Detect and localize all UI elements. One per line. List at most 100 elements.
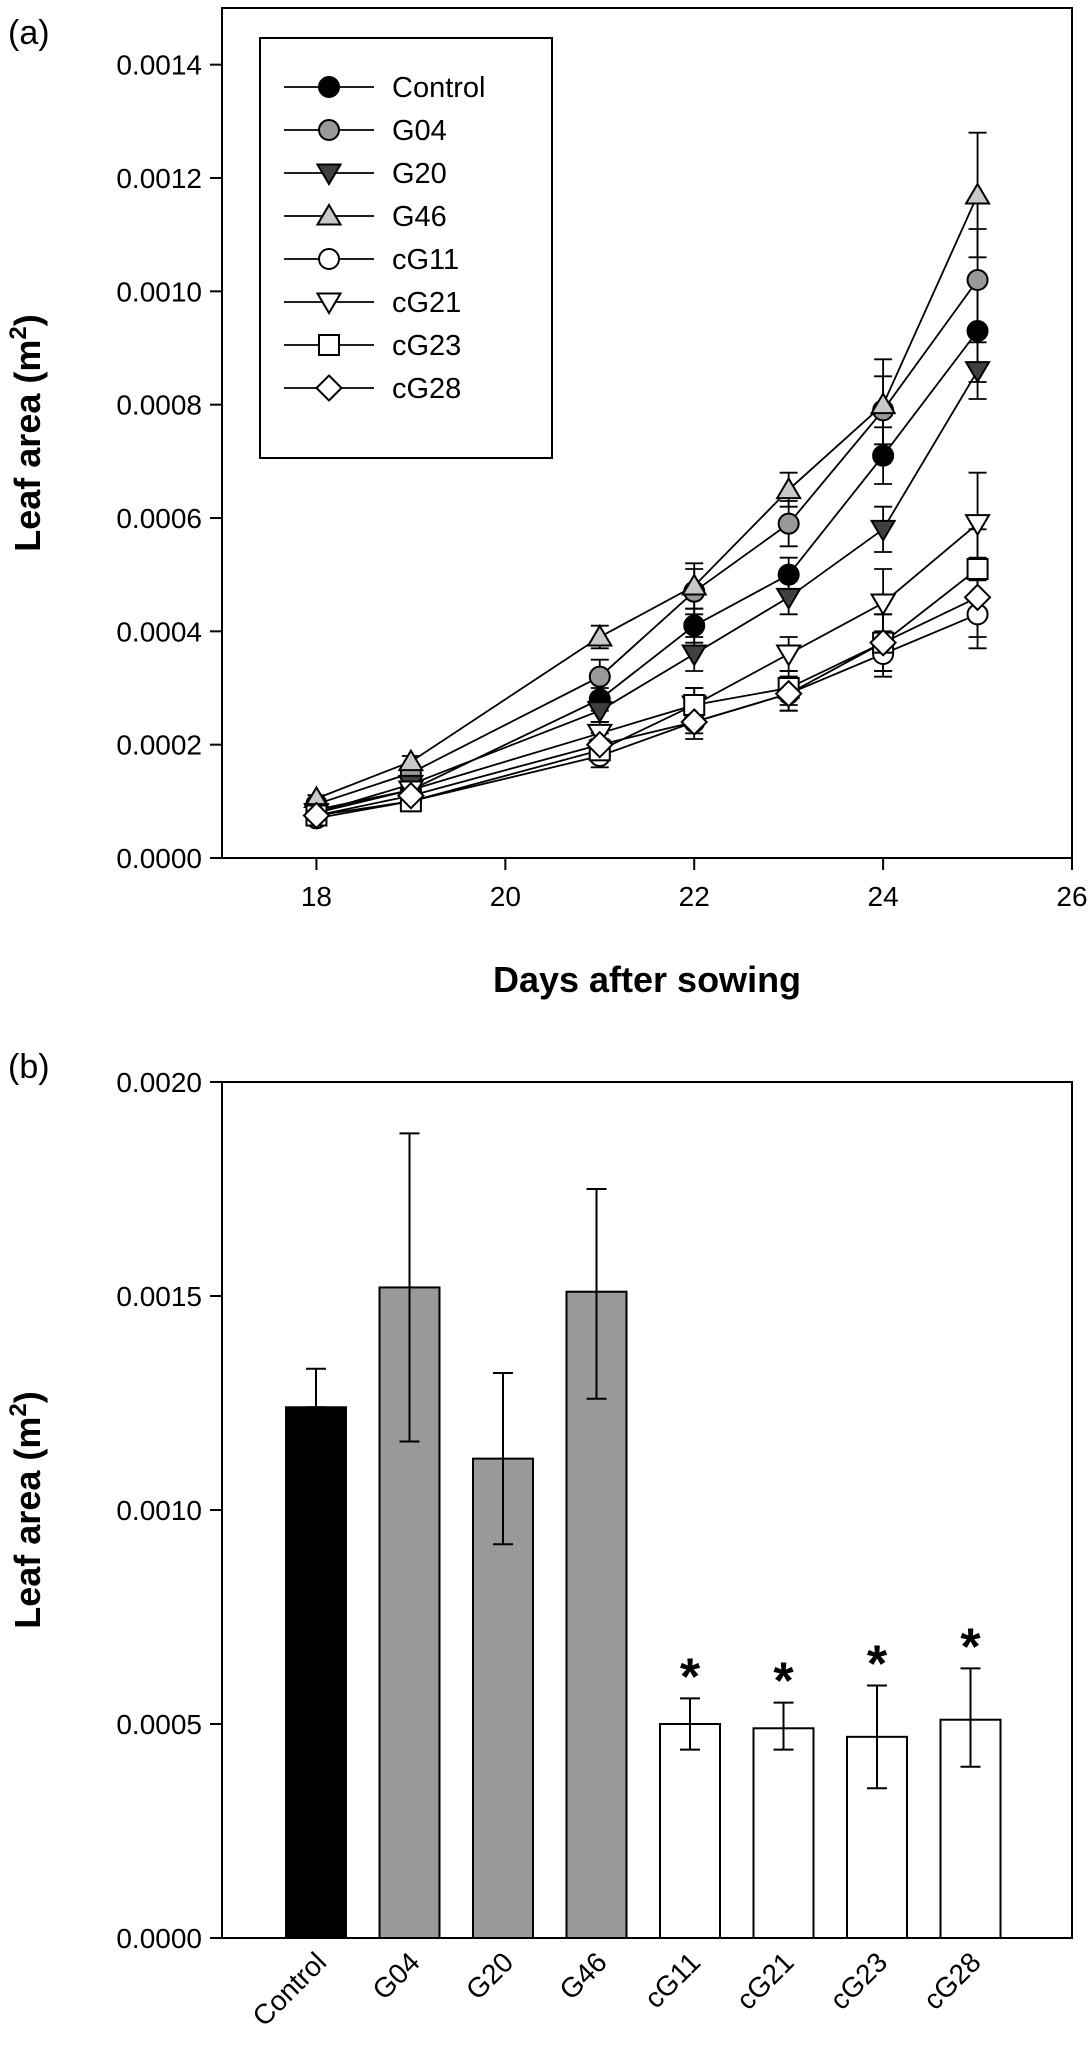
legend-marker-g04 [318, 119, 340, 141]
error-bar-g20 [493, 1372, 513, 1546]
legend-marker-g46 [315, 203, 343, 226]
point-g46 [964, 182, 991, 205]
bar-cg28 [939, 1718, 1002, 1939]
y-tick-label: 0.0004 [116, 616, 202, 647]
point-g04 [777, 512, 800, 535]
legend-label-g46: G46 [392, 201, 447, 233]
legend-marker-g20 [315, 163, 343, 186]
series-markers [302, 182, 992, 830]
bar-control [285, 1406, 347, 1939]
x-tick-label: 24 [868, 881, 899, 912]
point-cg28 [396, 781, 425, 810]
point-g46 [775, 476, 802, 500]
point-g20 [869, 519, 897, 543]
y-tick-label: 0.0020 [116, 1067, 202, 1098]
legend-label-cg23: cG23 [392, 330, 461, 362]
panel-a-y-ticks: 0.0000 0.0002 0.0004 0.0006 0.0008 0.0010 0.00… [116, 50, 222, 874]
point-cg28 [302, 801, 331, 830]
x-tick-label: 20 [490, 881, 521, 912]
y-tick-label: 0.0005 [116, 1709, 202, 1740]
legend-label-cg11: cG11 [392, 244, 459, 276]
point-g46 [680, 573, 708, 596]
y-tick-label: 0.0002 [116, 730, 202, 761]
legend-label-cg21: cG21 [392, 287, 461, 319]
legend-label-control: Control [392, 72, 486, 104]
panel-b-bars: * * * * [285, 1132, 1002, 1940]
legend-marker-cg21 [315, 292, 343, 315]
bar-cg21 [752, 1727, 815, 1940]
y-tick-label: 0.0000 [116, 1923, 202, 1954]
x-tick-label-cg28: cG28 [917, 1946, 986, 2015]
y-tick-label: 0.0010 [116, 1495, 202, 1526]
panel-a-x-axis-title: Days after sowing [493, 959, 801, 1000]
error-bar-control [306, 1367, 326, 1409]
point-control [966, 320, 989, 342]
point-cg21 [869, 593, 897, 616]
point-control [777, 563, 800, 586]
x-tick-label-cg11: cG11 [638, 1946, 706, 2014]
panel-a-y-axis-title: Leaf area (m2) [5, 314, 48, 551]
point-g04 [588, 665, 611, 688]
error-bar-cg11 [680, 1697, 700, 1751]
point-cg23 [966, 558, 989, 580]
point-control [872, 444, 895, 467]
panel-b-y-ticks: 0.0000 0.0005 0.0010 0.0015 0.0020 [116, 1067, 222, 1954]
y-tick-label: 0.0006 [116, 503, 202, 534]
error-bar-cg23 [867, 1684, 887, 1790]
point-g46 [869, 391, 897, 415]
panel-a-x-ticks: 18 20 22 24 26 [301, 858, 1088, 912]
panel-b-y-axis-title: Leaf area (m2) [5, 1391, 48, 1628]
y-tick-label: 0.0015 [116, 1281, 202, 1312]
significance-marker-cg11: * [680, 1648, 701, 1706]
panel-a-plot-frame [221, 7, 1073, 859]
panel-b: (b) 0.0000 0.0005 0.0010 0.0015 0.0020 * * * * … [5, 1048, 1073, 2032]
point-control [683, 614, 706, 637]
point-cg28 [680, 708, 709, 736]
y-tick-label: 0.0014 [116, 50, 202, 81]
significance-marker-cg21: * [773, 1653, 794, 1711]
x-tick-label-cg21: cG21 [730, 1946, 799, 2015]
y-tick-label: 0.0010 [116, 276, 202, 307]
legend-marker-cg23 [318, 334, 340, 356]
panel-a-label: (a) [8, 14, 50, 52]
point-cg28 [585, 730, 614, 759]
point-g20 [775, 587, 802, 611]
y-tick-label: 0.0008 [116, 390, 202, 421]
point-g46 [586, 624, 614, 647]
panel-b-label: (b) [8, 1048, 50, 1086]
legend-marker-cg28 [315, 374, 343, 402]
panel-a-series [302, 131, 992, 830]
point-g20 [680, 644, 708, 667]
point-cg28 [963, 583, 992, 612]
legend-label-cg28: cG28 [392, 373, 461, 405]
legend-marker-cg11 [318, 248, 340, 270]
x-tick-label: 26 [1056, 881, 1087, 912]
panel-a-legend: Control G04 G20 G46 cG11 cG21 cG23 cG28 [259, 37, 553, 459]
significance-marker-cg23: * [867, 1635, 888, 1693]
bar-cg11 [659, 1723, 721, 1939]
legend-label-g04: G04 [392, 115, 447, 147]
point-g46 [397, 748, 425, 772]
point-cg28 [774, 679, 803, 708]
point-g04 [966, 269, 989, 291]
y-tick-label: 0.0012 [116, 163, 202, 194]
legend-entries: Control G04 G20 G46 cG11 cG21 cG23 cG28 [284, 72, 486, 405]
point-cg21 [775, 644, 802, 667]
x-tick-label: 18 [301, 881, 332, 912]
x-tick-label-cg23: cG23 [824, 1946, 893, 2015]
x-tick-label-control: Control [246, 1946, 332, 2032]
x-tick-label-g04: G04 [366, 1946, 425, 2005]
x-tick-label: 22 [679, 881, 710, 912]
point-g20 [586, 701, 614, 724]
error-bar-g46 [586, 1188, 607, 1400]
panel-b-x-tick-labels: Control G04 G20 G46 cG11 cG21 cG23 cG28 [246, 1946, 986, 2032]
error-bar-g04 [399, 1132, 420, 1443]
legend-marker-control [318, 76, 340, 98]
error-bar-cg28 [960, 1667, 981, 1768]
legend-label-g20: G20 [392, 158, 447, 190]
point-cg28 [869, 628, 898, 657]
error-bar-cg21 [773, 1701, 794, 1751]
point-g20 [964, 361, 991, 384]
y-tick-label: 0.0000 [116, 843, 202, 874]
